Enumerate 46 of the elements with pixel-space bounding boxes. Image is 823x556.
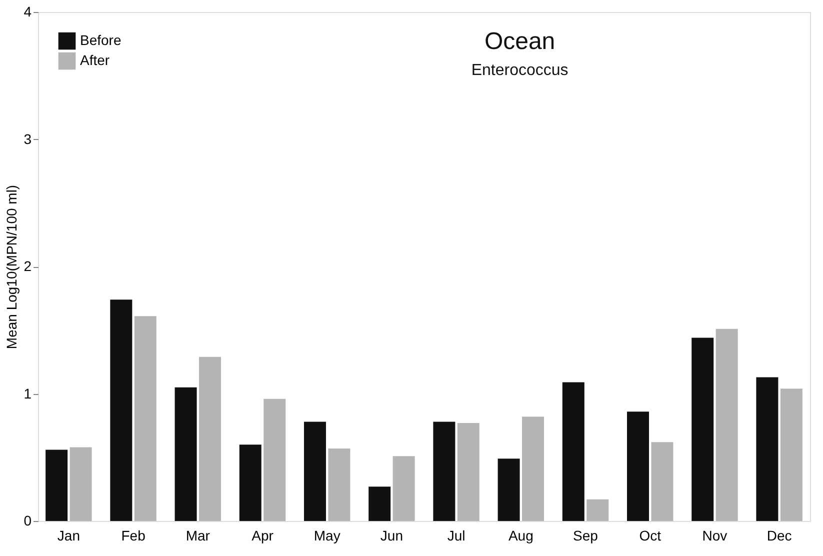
bar <box>264 398 286 521</box>
bar <box>239 444 262 521</box>
bar <box>498 458 520 521</box>
x-tick-label: Oct <box>639 528 662 544</box>
bar <box>368 486 391 521</box>
bar <box>70 447 92 521</box>
bar <box>134 316 156 521</box>
bar <box>626 412 649 521</box>
bar <box>304 422 326 521</box>
bar <box>392 456 415 521</box>
bar <box>457 423 480 521</box>
y-tick-label: 4 <box>24 4 32 20</box>
x-tick-label: Dec <box>766 528 792 544</box>
x-tick-label: Jul <box>447 528 466 544</box>
bar <box>756 377 778 521</box>
bar <box>780 388 802 521</box>
y-tick-label: 2 <box>24 258 32 274</box>
y-tick-label: 0 <box>24 512 32 528</box>
y-axis-title: Mean Log10(MPN/100 ml) <box>4 184 20 350</box>
x-tick-label: Sep <box>573 528 598 544</box>
bar <box>328 448 350 521</box>
x-tick-label: Apr <box>252 528 274 544</box>
y-tick-label: 1 <box>24 385 32 402</box>
x-tick-label: Nov <box>702 528 728 544</box>
x-tick-label: Jan <box>57 528 80 544</box>
x-tick-label: Feb <box>121 528 146 544</box>
x-tick-label: May <box>314 528 340 544</box>
x-tick-label: Aug <box>508 528 534 544</box>
x-tick-label: Jun <box>380 528 403 544</box>
bar <box>651 442 674 521</box>
bar <box>199 356 222 521</box>
x-tick-label: Mar <box>186 528 210 544</box>
legend-label: Before <box>80 32 122 48</box>
text: Enterococcus <box>471 62 568 79</box>
bar <box>174 387 197 521</box>
bar <box>586 499 609 521</box>
bar <box>433 422 456 521</box>
bar <box>562 382 584 521</box>
bar <box>716 328 738 521</box>
bar <box>692 338 714 521</box>
bar <box>522 416 544 521</box>
text: Ocean <box>484 28 556 55</box>
bar <box>46 450 68 521</box>
bar <box>110 300 132 521</box>
legend-label: After <box>80 52 110 68</box>
y-tick-label: 3 <box>24 130 32 147</box>
